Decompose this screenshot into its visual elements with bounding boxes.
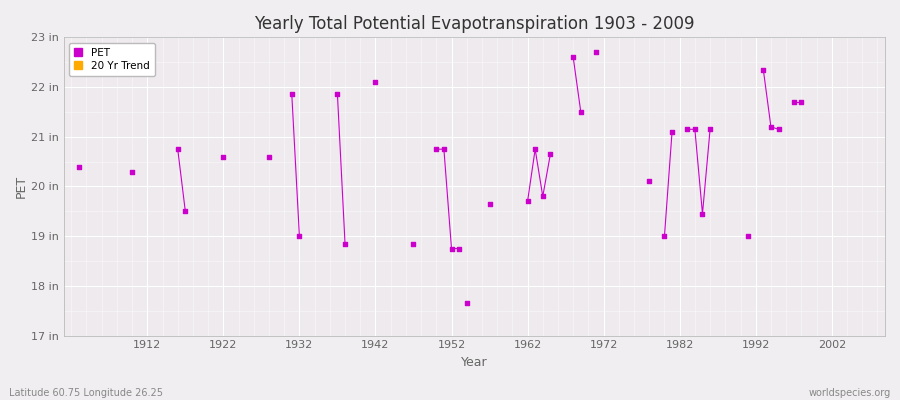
- Y-axis label: PET: PET: [15, 175, 28, 198]
- Point: [794, 99, 808, 105]
- Point: [741, 233, 755, 239]
- Point: [528, 146, 543, 152]
- Point: [125, 168, 140, 175]
- Point: [787, 99, 801, 105]
- Point: [771, 126, 786, 132]
- Point: [445, 245, 459, 252]
- Point: [764, 124, 778, 130]
- Point: [680, 126, 695, 132]
- Title: Yearly Total Potential Evapotranspiration 1903 - 2009: Yearly Total Potential Evapotranspiratio…: [254, 15, 695, 33]
- Legend: PET, 20 Yr Trend: PET, 20 Yr Trend: [68, 42, 155, 76]
- Point: [688, 126, 702, 132]
- Point: [368, 79, 382, 85]
- Point: [482, 201, 497, 207]
- Point: [216, 154, 230, 160]
- Point: [72, 163, 86, 170]
- Point: [665, 128, 680, 135]
- Point: [452, 245, 466, 252]
- Point: [657, 233, 671, 239]
- Point: [262, 154, 276, 160]
- Point: [178, 208, 193, 214]
- Point: [544, 151, 558, 157]
- Point: [696, 210, 710, 217]
- Point: [436, 146, 451, 152]
- Point: [338, 240, 352, 247]
- Text: worldspecies.org: worldspecies.org: [809, 388, 891, 398]
- Text: Latitude 60.75 Longitude 26.25: Latitude 60.75 Longitude 26.25: [9, 388, 163, 398]
- X-axis label: Year: Year: [461, 356, 488, 369]
- Point: [756, 66, 770, 73]
- Point: [284, 91, 299, 98]
- Point: [330, 91, 345, 98]
- Point: [520, 198, 535, 204]
- Point: [170, 146, 184, 152]
- Point: [536, 193, 550, 200]
- Point: [703, 126, 717, 132]
- Point: [566, 54, 580, 60]
- Point: [573, 109, 588, 115]
- Point: [460, 300, 474, 306]
- Point: [642, 178, 656, 185]
- Point: [292, 233, 307, 239]
- Point: [429, 146, 444, 152]
- Point: [406, 240, 420, 247]
- Point: [589, 49, 603, 56]
